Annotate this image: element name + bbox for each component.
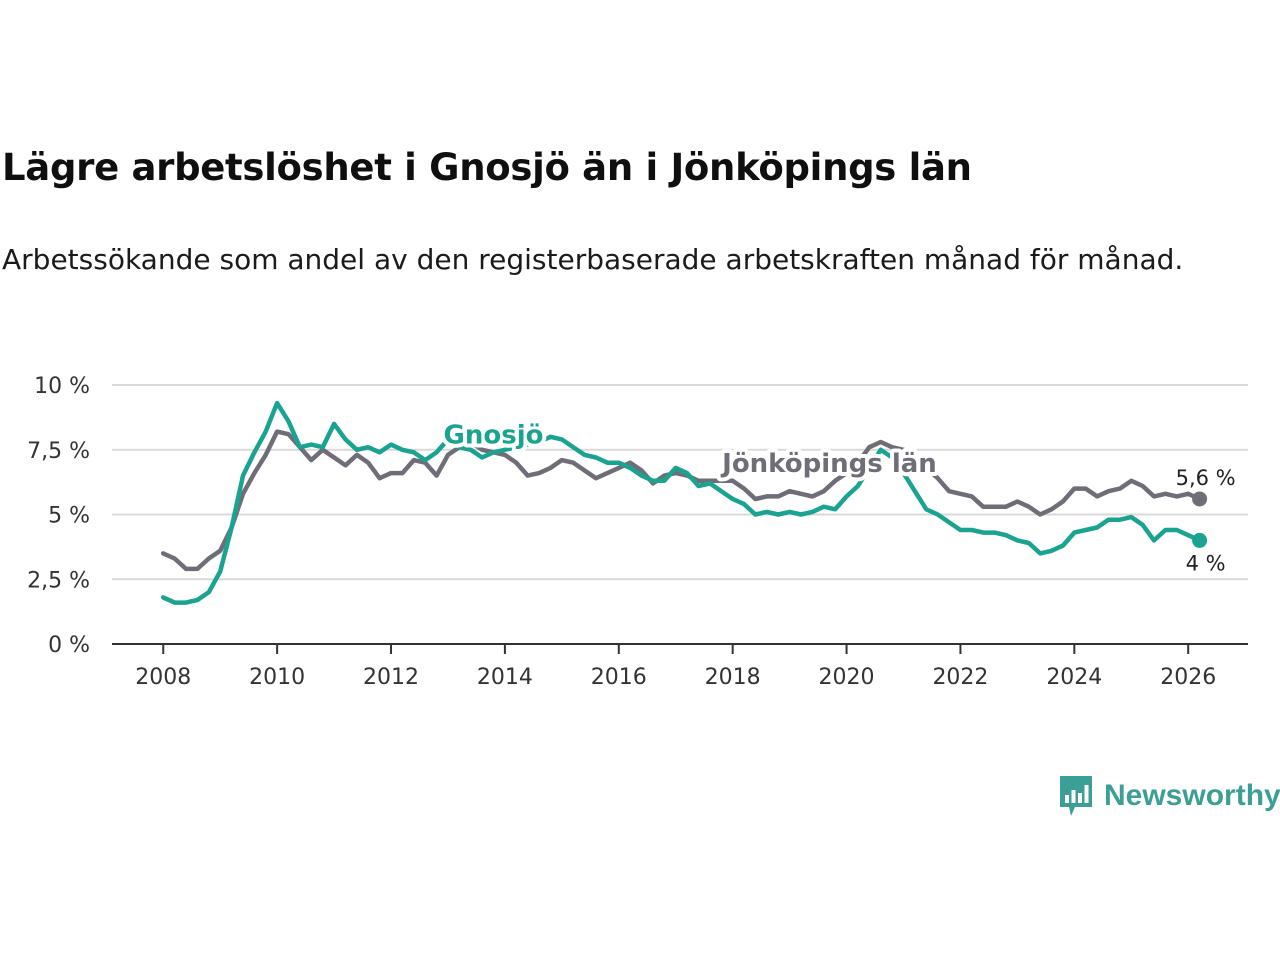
y-tick-label: 10 % xyxy=(34,374,90,399)
y-tick-label: 7,5 % xyxy=(27,439,90,464)
x-tick-label: 2008 xyxy=(135,665,191,690)
chart-title: Lägre arbetslöshet i Gnosjö än i Jönköpi… xyxy=(2,146,972,189)
x-axis: 2008 2010 2012 2014 2016 2018 2020 2022 2024 2026 xyxy=(112,643,1248,690)
chart-subtitle: Arbetssökande som andel av den registerb… xyxy=(2,243,1184,276)
newsworthy-brand[interactable]: Newsworthy xyxy=(1058,774,1280,818)
y-tick-label: 2,5 % xyxy=(27,568,90,593)
series-label-j-nk-pings-l-n: Jönköpings län xyxy=(720,449,937,479)
y-axis-tick-labels: 0 % 2,5 % 5 % 7,5 % 10 % xyxy=(27,374,90,658)
x-tick-label: 2010 xyxy=(249,665,305,690)
grid-lines xyxy=(112,384,1248,581)
series-end-point-j-nk-pings-l-n xyxy=(1192,491,1208,507)
newsworthy-logo-icon xyxy=(1060,776,1092,816)
series-line-j-nk-pings-l-n xyxy=(160,429,1202,572)
x-tick-label: 2022 xyxy=(932,665,988,690)
x-tick-label: 2024 xyxy=(1046,665,1102,690)
x-tick-label: 2020 xyxy=(819,665,875,690)
x-tick-label: 2018 xyxy=(705,665,761,690)
series-labels: Jönköpings län 5,6 % Gnosjö 4 % xyxy=(440,416,1239,578)
y-tick-label: 5 % xyxy=(48,504,90,529)
x-tick-label: 2026 xyxy=(1160,665,1216,690)
brand-name: Newsworthy xyxy=(1104,779,1280,812)
x-tick-label: 2016 xyxy=(591,665,647,690)
x-tick-label: 2012 xyxy=(363,665,419,690)
y-tick-label: 0 % xyxy=(48,633,90,658)
series-end-label-j-nk-pings-l-n: 5,6 % xyxy=(1176,466,1236,490)
series-line-gnosj- xyxy=(160,400,1202,605)
series-end-point-gnosj- xyxy=(1192,532,1208,548)
series-lines xyxy=(160,400,1208,605)
series-label-gnosj-: Gnosjö xyxy=(444,420,544,450)
series-end-label-gnosj-: 4 % xyxy=(1186,551,1226,575)
x-tick-label: 2014 xyxy=(477,665,533,690)
